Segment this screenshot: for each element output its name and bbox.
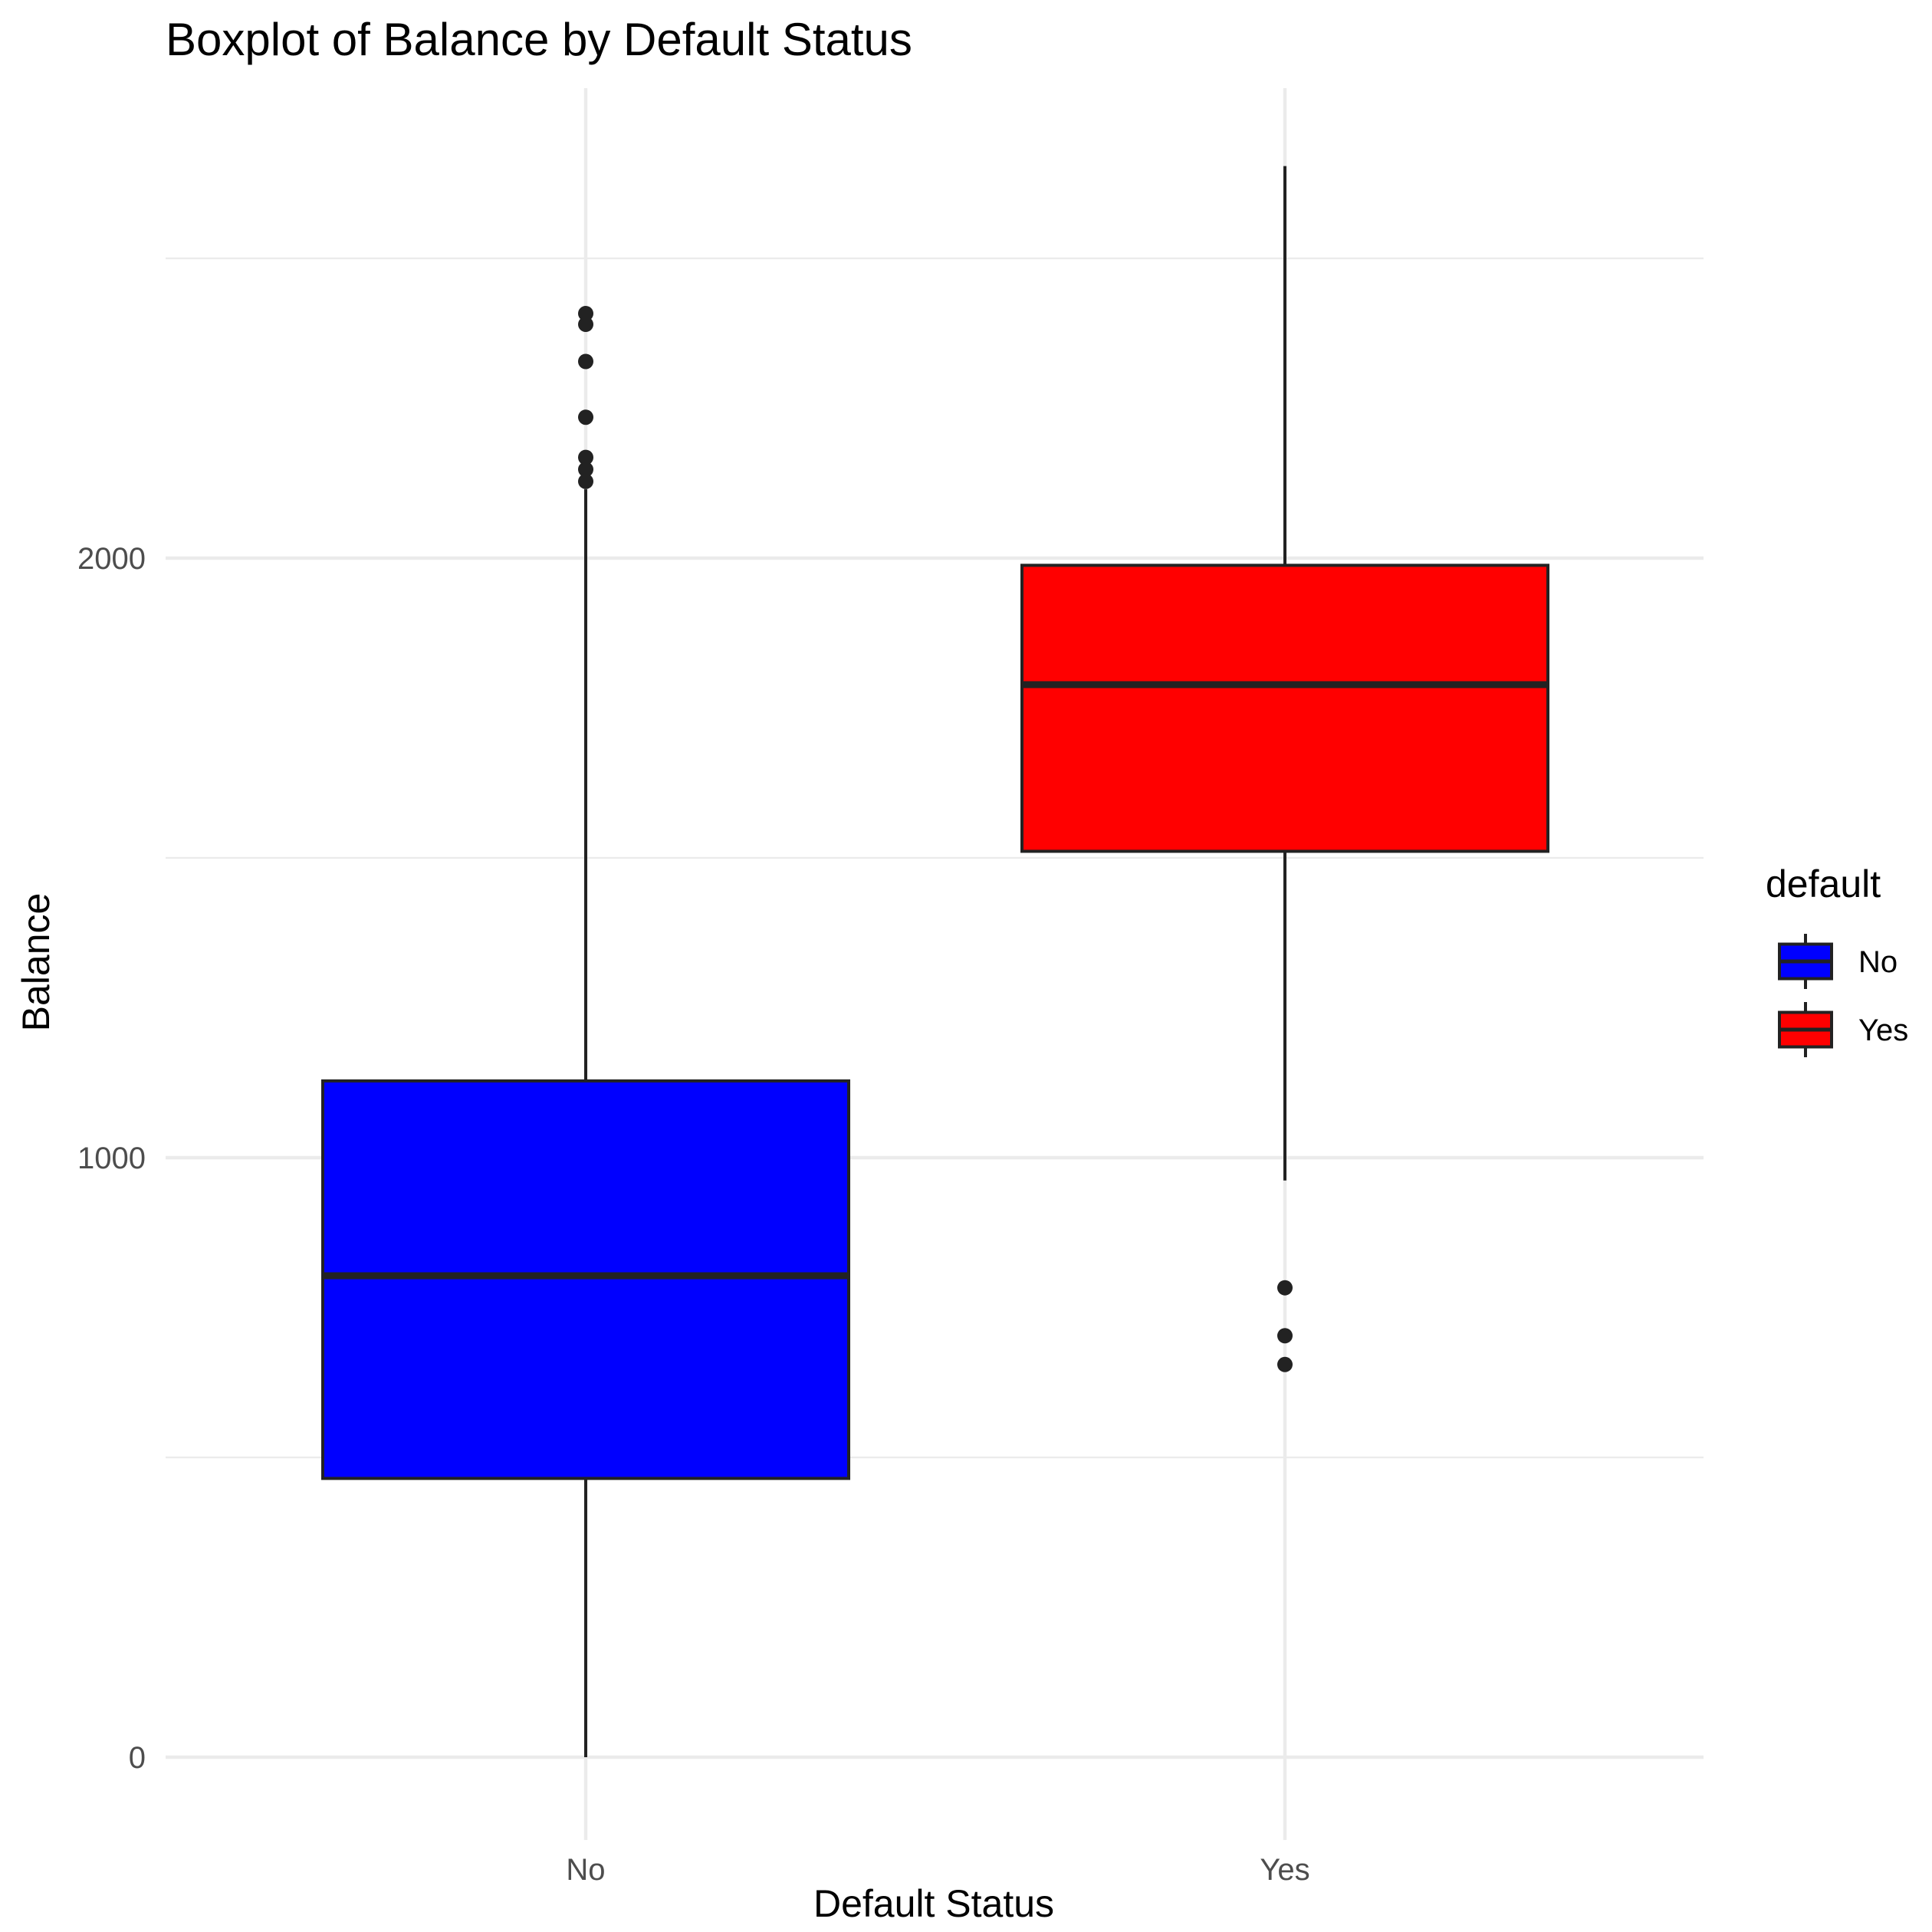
x-tick-label: Yes (1260, 1853, 1309, 1887)
x-axis-ticks: No Yes (566, 1853, 1309, 1887)
outlier-point (578, 317, 593, 333)
outlier-point (1277, 1328, 1293, 1344)
outlier-point (578, 305, 593, 321)
outlier-point (578, 449, 593, 465)
y-tick-label: 2000 (77, 542, 146, 576)
legend-title: default (1766, 863, 1881, 905)
legend-label: No (1858, 945, 1898, 979)
grid-lines (166, 88, 1704, 1840)
box-series (321, 166, 1549, 1757)
box-body (1020, 564, 1549, 853)
box-body (321, 1079, 850, 1480)
legend: default No Yes (1766, 863, 1908, 1057)
outlier-point (578, 353, 593, 370)
legend-label: Yes (1858, 1014, 1908, 1047)
y-axis-title: Balance (15, 893, 58, 1032)
outlier-point (1277, 1356, 1293, 1372)
chart-title: Boxplot of Balance by Default Status (166, 14, 912, 65)
box-no (321, 305, 850, 1757)
y-axis-ticks: 0 1000 2000 (77, 542, 146, 1775)
x-tick-label: No (566, 1853, 605, 1887)
x-axis-title: Default Status (813, 1882, 1054, 1925)
outlier-point (1277, 1280, 1293, 1296)
outlier-point (578, 409, 593, 426)
legend-item-no: No (1778, 934, 1898, 989)
box-yes (1020, 166, 1549, 1372)
y-tick-label: 0 (129, 1741, 146, 1775)
legend-item-yes: Yes (1778, 1002, 1908, 1057)
outlier-point (578, 462, 593, 478)
y-tick-label: 1000 (77, 1142, 146, 1175)
outlier-point (578, 473, 593, 489)
